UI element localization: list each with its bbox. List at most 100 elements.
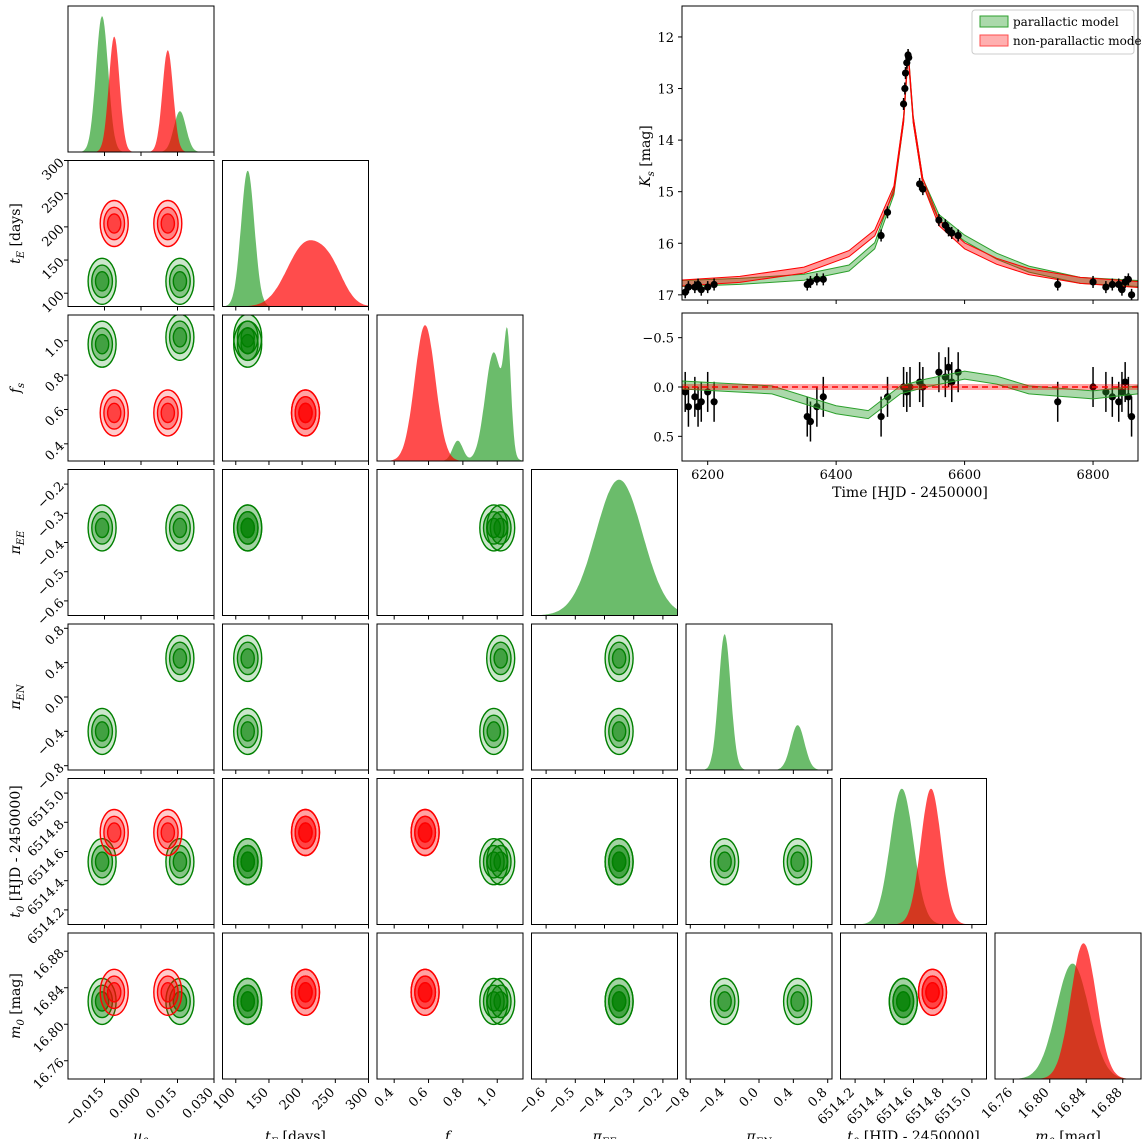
lc-data-point [1118,286,1126,294]
non-parallactic-contour-2-3 [298,402,313,424]
lc-data-point [1102,283,1110,291]
lc-data-point [905,53,913,62]
panel-r2-c1: 100 150 200 250 300 tE [days] [8,156,215,316]
parallactic-contour-2-3 [240,991,255,1012]
parallactic-contour-1-3 [717,991,732,1012]
panel-frame [222,623,369,771]
parallactic-contour-2-3 [493,517,509,539]
parallactic-contour-2-3 [611,648,627,669]
x-tick-label: 100 [210,1085,238,1113]
lc-data-point [1089,278,1097,286]
parallactic-contour-2-3 [172,991,188,1012]
panel-r6-c2 [222,778,369,929]
parallactic-contour-2-3 [240,851,255,873]
non-parallactic-contour-2-3 [160,213,176,234]
lc-data-point [819,275,827,283]
y-tick-label: 0.6 [42,405,67,430]
res-data-point [691,393,699,401]
residual-panel: −0.5 0.0 0.5 6200 6400 6600 6800 Time [HJD - 24… [642,312,1139,501]
res-data-point [1127,413,1136,421]
lc-y-tick-label: 16 [657,237,674,252]
lc-data-point [1108,280,1116,289]
panel-frame [376,469,524,616]
res-y-tick-label: 0.0 [653,381,674,396]
x-tick-label: 0.0 [737,1085,762,1110]
non-parallactic-contour-2-3 [417,982,433,1003]
non-parallactic-contour-2-3 [298,822,313,843]
y-axis-label-7: m0 [mag] [8,973,27,1039]
panel-r5-c2 [222,623,369,774]
y-tick-label: 16.88 [31,946,68,983]
lc-data-point [1127,291,1136,299]
panel-frame [376,932,524,1080]
res-data-point [935,368,943,376]
legend-swatch-non-parallactic [979,34,1009,47]
lc-data-point [684,283,693,291]
legend-swatch-parallactic [979,15,1009,28]
y-tick-label: −0.6 [35,596,68,629]
panel-frame [67,469,215,616]
lc-data-point [935,216,943,224]
panel-frame [994,932,1142,1080]
panel-r6-c4 [531,778,678,929]
y-axis-label-5: πEN [8,683,27,711]
x-tick-label: −0.5 [545,1085,578,1118]
panel-r5-c4 [531,623,678,774]
panel-frame [376,623,524,771]
parallactic-contour-2-3 [790,851,805,873]
res-data-point [684,403,693,411]
panel-frame [222,314,369,462]
res-y-tick-label: −0.5 [642,332,674,347]
non-parallactic-contour-1-3 [106,822,122,843]
res-x-tick-label: 6600 [948,468,981,483]
y-tick-label: 250 [39,189,67,217]
x-tick-label: 300 [343,1085,371,1113]
panel-frame [685,623,833,771]
parallactic-contour-2-3 [172,326,188,348]
parallactic-contour-2-3 [240,648,255,669]
panel-frame [222,469,369,616]
lc-data-point [1124,275,1132,283]
diagonal-panel-2 [222,160,369,311]
x-axis-label-2: tE [days] [265,1129,326,1139]
parallactic-contour-1-3 [94,851,110,873]
x-axis-label-7: m0 [mag] [1035,1129,1101,1139]
x-axis-label-3: fs [444,1129,455,1139]
x-tick-label: −0.2 [633,1085,666,1118]
lc-y-tick-label: 12 [657,31,674,46]
time-axis-label: Time [HJD - 2450000] [832,485,988,501]
y-axis-label-3: fs [8,383,27,394]
x-tick-label: 0.4 [372,1085,397,1110]
lc-data-point [948,229,956,237]
lc-data-point [806,278,815,286]
y-tick-label: −0.8 [35,761,68,794]
lc-data-point [1054,280,1062,289]
non-parallactic-contour-2-3 [160,982,176,1003]
parallactic-contour-1-3 [94,991,110,1012]
y-tick-label: 0.8 [42,370,67,395]
x-tick-label: 0.000 [107,1085,144,1122]
lc-data-point [682,288,689,296]
res-data-point [944,363,953,371]
parallactic-contour-2-3 [172,270,188,292]
light-curve-panel: 12 13 14 15 16 17 Ks [mag] [638,5,1139,304]
legend-label-non-parallactic: non-parallactic model [1013,34,1142,48]
parallactic-contour-1-3 [94,517,110,539]
parallactic-contour-1-3 [94,721,110,742]
x-tick-label: −0.8 [660,1085,693,1118]
diagonal-panel-3 [376,314,524,465]
diagonal-panel-4 [531,469,678,620]
non-parallactic-marginal-7 [995,943,1141,1079]
parallactic-contour-2-3 [493,991,509,1012]
panel-frame [222,932,369,1080]
lc-frame [681,5,1139,301]
lc-data-point [697,286,705,294]
panel-frame [222,778,369,925]
lc-data-point [813,275,821,283]
parallactic-contour-1-3 [94,270,110,292]
parallactic-marginal-2 [222,170,369,307]
legend: parallactic model non-parallactic model [971,9,1142,55]
